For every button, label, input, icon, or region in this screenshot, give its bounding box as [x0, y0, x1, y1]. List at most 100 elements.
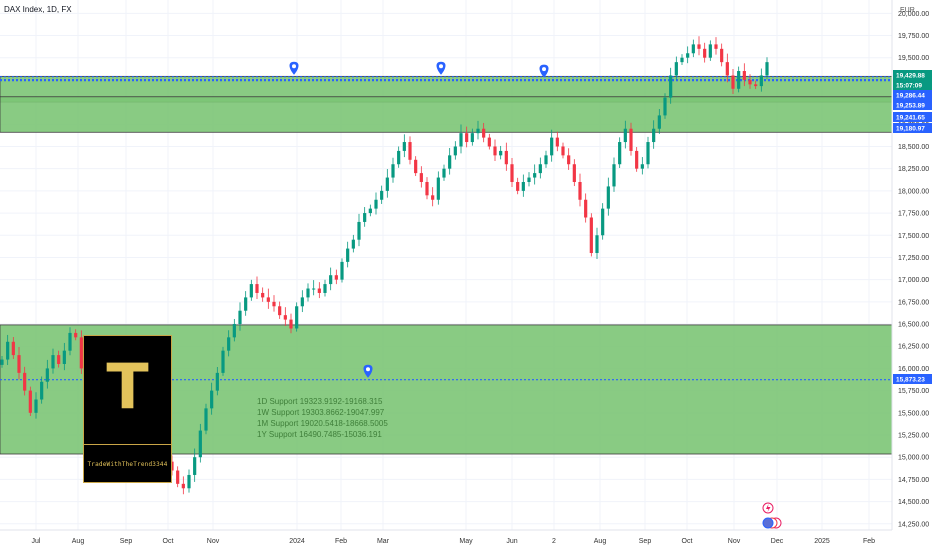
candle-body	[748, 79, 752, 85]
candle-body	[261, 292, 265, 298]
price-tag-label: 19,180.97	[896, 125, 925, 132]
candle-body	[680, 57, 684, 63]
candle-body	[584, 199, 588, 218]
candle-series	[0, 36, 769, 495]
candle-body	[635, 150, 639, 169]
currency-label[interactable]: EUR	[900, 7, 915, 14]
candle-body	[391, 164, 395, 178]
candle-body	[629, 128, 633, 151]
candle-body	[754, 84, 758, 87]
time-axis[interactable]: Jul Aug Sep Oct Nov 2024 Feb Mar May Jun 2 Aug Sep Oc…	[32, 538, 876, 545]
candle-body	[652, 128, 656, 143]
price-tag-label: 19,241.65	[896, 114, 925, 121]
price-axis-label: 17,750.00	[898, 211, 929, 218]
candle-body	[6, 341, 10, 360]
price-axis-label: 15,000.00	[898, 455, 929, 462]
price-tag	[893, 90, 932, 100]
candle-body	[765, 62, 769, 76]
candle-body	[476, 128, 480, 134]
lightning-bolt-icon	[766, 504, 771, 512]
candle-body	[34, 399, 38, 413]
candle-body	[487, 137, 491, 147]
candle-body	[482, 128, 486, 138]
candle-body	[317, 288, 321, 293]
time-axis-label: Sep	[639, 538, 652, 545]
candle-body	[176, 470, 180, 484]
candle-body	[555, 137, 559, 147]
support-note: 1Y Support 16490.7485-15036.191	[257, 430, 382, 439]
candle-body	[62, 350, 66, 364]
price-axis-label: 14,750.00	[898, 477, 929, 484]
candle-body	[691, 44, 695, 54]
candle-body	[232, 324, 236, 338]
price-axis-label: 19,500.00	[898, 55, 929, 62]
candle-body	[408, 142, 412, 160]
candle-body	[45, 368, 49, 382]
candle-body	[618, 142, 622, 165]
time-axis-label: 2024	[289, 538, 305, 545]
candle-body	[436, 177, 440, 200]
chart-widgets[interactable]	[762, 502, 782, 529]
price-axis-label: 17,250.00	[898, 255, 929, 262]
time-axis-label: 2	[552, 538, 556, 545]
support-zone	[0, 96, 893, 133]
candle-body	[193, 457, 197, 475]
price-tag-label: 15:07:09	[896, 82, 922, 89]
candle-body	[227, 337, 231, 351]
pin-dot-icon	[292, 64, 296, 69]
time-axis-label: May	[459, 538, 473, 545]
support-note: 1D Support 19323.9192-19168.315	[257, 397, 383, 406]
candle-body	[204, 408, 208, 431]
candle-body	[714, 44, 718, 49]
candle-body	[181, 483, 185, 489]
price-tag-label: 15,873.23	[896, 376, 925, 383]
pin-dot-icon	[439, 64, 443, 69]
candle-body	[289, 319, 293, 329]
candle-body	[68, 332, 72, 351]
time-axis-label: Dec	[771, 538, 784, 545]
candle-body	[431, 195, 435, 200]
candle-body	[521, 181, 525, 191]
candle-body	[17, 355, 21, 373]
candle-body	[442, 168, 446, 178]
candle-body	[550, 137, 554, 156]
candle-body	[215, 372, 219, 391]
price-tag	[893, 100, 932, 110]
candle-body	[731, 75, 735, 89]
candle-body	[244, 297, 248, 311]
candle-body	[346, 248, 350, 262]
time-axis-label: Feb	[863, 538, 875, 545]
candle-body	[742, 71, 746, 80]
candle-body	[567, 155, 571, 165]
candle-body	[306, 288, 310, 298]
candle-body	[640, 164, 644, 169]
candle-body	[79, 337, 83, 369]
candle-body	[312, 288, 316, 290]
candle-body	[0, 359, 4, 365]
candle-body	[578, 181, 582, 200]
alert-pins[interactable]	[289, 61, 549, 378]
price-axis-label: 15,750.00	[898, 388, 929, 395]
candle-body	[663, 97, 667, 116]
chart-title: DAX Index, 1D, FX	[4, 5, 72, 14]
time-axis-label: Aug	[594, 538, 607, 545]
time-axis-label: Nov	[728, 538, 741, 545]
candle-body	[419, 173, 423, 182]
pin-dot-icon	[366, 367, 370, 372]
candle-body	[402, 142, 406, 151]
pin-dot-icon	[542, 67, 546, 72]
candle-body	[720, 48, 724, 63]
time-axis-label: Mar	[377, 538, 390, 545]
candle-body	[255, 284, 259, 293]
time-axis-label: Jun	[506, 538, 517, 545]
price-tag	[893, 123, 932, 133]
candle-body	[272, 301, 276, 307]
price-axis-label: 18,000.00	[898, 188, 929, 195]
candle-body	[74, 332, 78, 338]
candle-body	[300, 297, 304, 307]
candle-body	[561, 146, 565, 156]
candle-body	[538, 164, 542, 174]
candle-body	[329, 275, 333, 285]
time-axis-label: Oct	[682, 538, 693, 545]
